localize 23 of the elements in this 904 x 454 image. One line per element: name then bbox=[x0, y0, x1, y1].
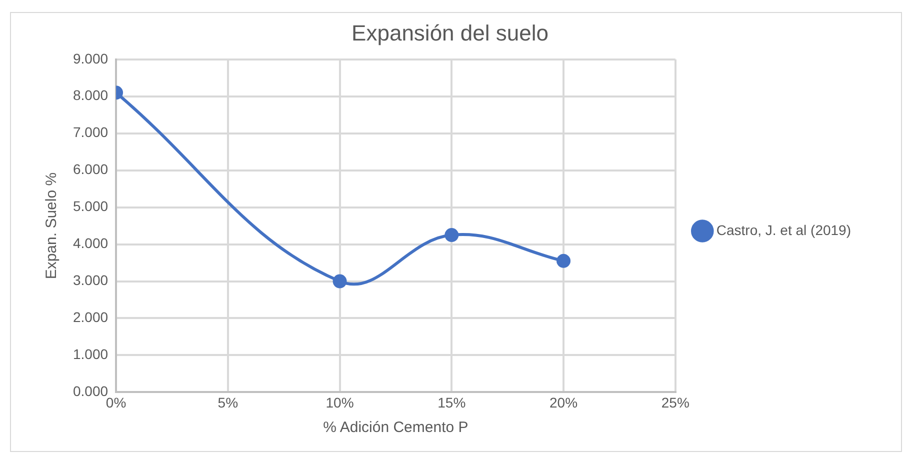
legend-label: Castro, J. et al (2019) bbox=[716, 222, 852, 238]
x-tick-label: 25% bbox=[661, 394, 690, 410]
y-tick-label: 1.000 bbox=[72, 346, 108, 362]
point bbox=[556, 254, 571, 268]
y-tick-label: 7.000 bbox=[72, 124, 108, 140]
x-tick-label: 20% bbox=[550, 394, 578, 410]
y-tick-label: 3.000 bbox=[72, 272, 108, 288]
y-tick-label: 0.000 bbox=[72, 383, 108, 400]
point bbox=[332, 274, 347, 288]
y-tick-label: 9.000 bbox=[72, 50, 108, 66]
y-tick-label: 4.000 bbox=[72, 235, 108, 252]
x-axis-title: % Adición Cemento P bbox=[323, 419, 468, 436]
x-tick-label: 0% bbox=[106, 394, 126, 410]
x-tick-label: 10% bbox=[326, 394, 354, 410]
y-tick-label: 5.000 bbox=[72, 198, 108, 214]
point bbox=[444, 228, 459, 242]
x-tick-label: 15% bbox=[438, 394, 466, 410]
y-axis-title: Expan. Suelo % bbox=[43, 172, 60, 280]
y-tick-label: 2.000 bbox=[72, 309, 108, 326]
x-tick-label: 5% bbox=[218, 394, 238, 410]
chart-title: Expansión del suelo bbox=[352, 20, 548, 46]
y-tick-label: 6.000 bbox=[72, 161, 108, 178]
y-tick-label: 8.000 bbox=[72, 87, 108, 104]
